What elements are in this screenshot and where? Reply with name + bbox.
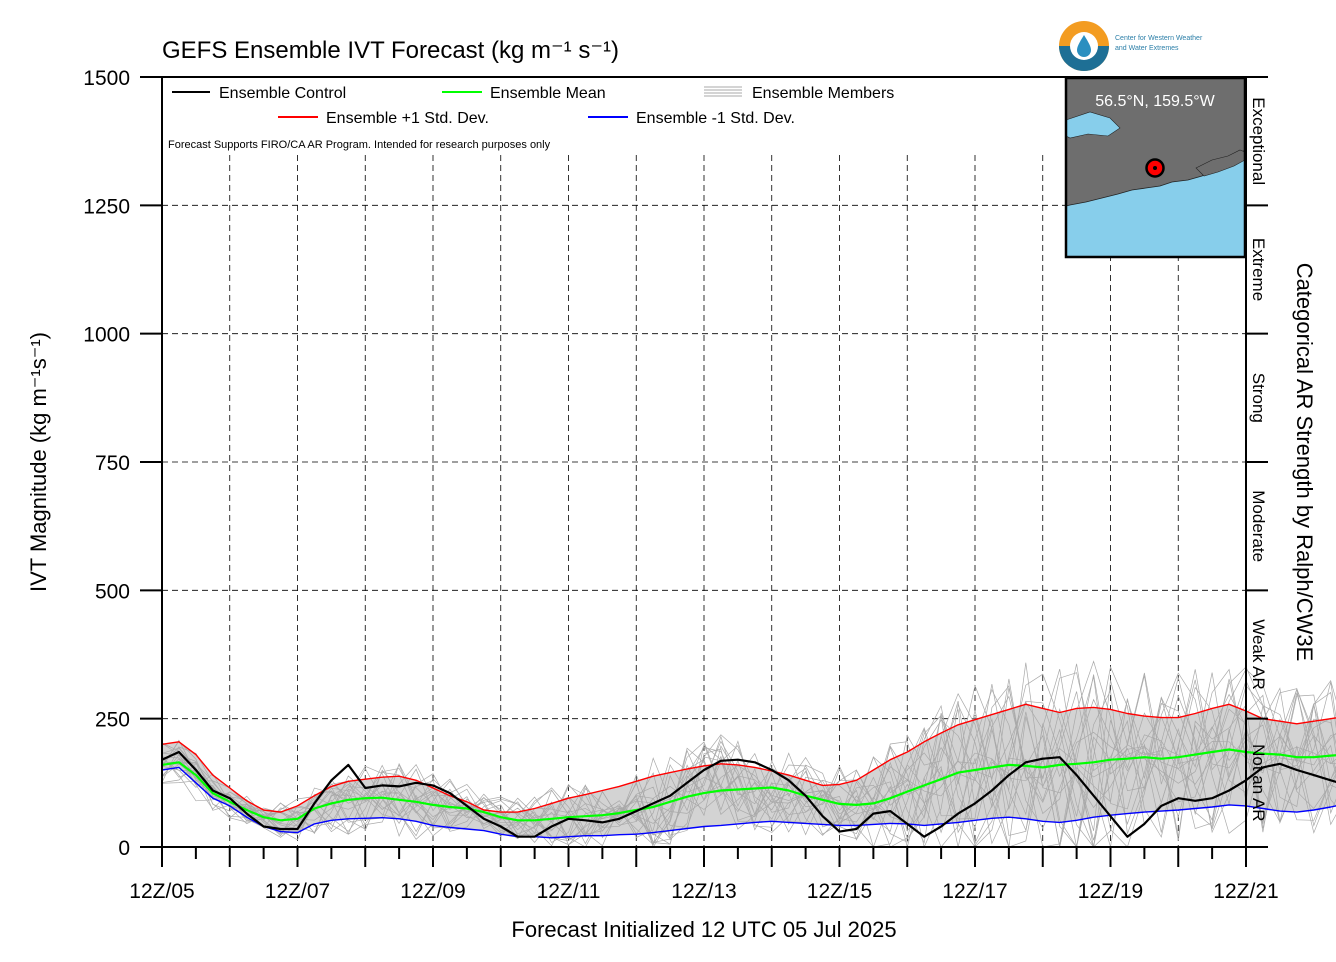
member-line [161, 662, 1336, 849]
member-line [161, 674, 1336, 848]
y-tick-label: 1250 [83, 195, 130, 218]
grid-lines [162, 155, 1246, 847]
ar-categories: Not an AR Weak AR Moderate Strong Extreme Exc… [1246, 76, 1268, 848]
category-label: Moderate [1249, 490, 1268, 562]
member-line [161, 669, 1336, 846]
legend-minus-label: Ensemble -1 Std. Dev. [636, 110, 795, 127]
member-line [161, 672, 1336, 849]
ensemble-mean-line [161, 748, 1336, 822]
x-tick-label: 12Z/15 [807, 880, 872, 903]
logo-line-1: Center for Western Weather [1115, 35, 1203, 42]
x-axis-label: Forecast Initialized 12 UTC 05 Jul 2025 [511, 917, 896, 942]
x-tick-label: 12Z/19 [1078, 880, 1143, 903]
y-axis-ticks: 0 250 500 750 1000 1250 1500 [83, 67, 162, 860]
cw3e-logo: Center for Western Weather and Water Ext… [1059, 21, 1203, 71]
x-tick-label: 12Z/11 [537, 880, 601, 903]
x-tick-label: 12Z/09 [400, 880, 465, 903]
legend-control-label: Ensemble Control [219, 85, 346, 102]
member-line [161, 668, 1336, 848]
legend-members-swatch [704, 86, 742, 97]
y-tick-label: 1000 [83, 324, 130, 347]
legend: Ensemble Control Ensemble Mean Ensemble … [168, 85, 894, 151]
research-note: Forecast Supports FIRO/CA AR Program. In… [168, 139, 551, 151]
category-label: Not an AR [1249, 744, 1268, 822]
y-tick-label: 500 [95, 580, 130, 603]
member-line [161, 679, 1336, 848]
legend-mean-label: Ensemble Mean [490, 85, 606, 102]
series-lines [161, 703, 1336, 839]
plus-std-line [161, 703, 1336, 813]
x-tick-label: 12Z/17 [942, 880, 1007, 903]
x-axis-ticks: 12Z/05 12Z/07 12Z/09 12Z/11 12Z/13 12Z/15 12Z/… [129, 847, 1279, 903]
member-line [161, 672, 1336, 848]
x-tick-label: 12Z/05 [129, 880, 194, 903]
y-tick-label: 0 [118, 837, 130, 860]
drop-icon [1077, 35, 1091, 57]
map-coordinate-label: 56.5°N, 159.5°W [1095, 93, 1215, 110]
member-line [161, 672, 1336, 848]
category-label: Exceptional [1249, 97, 1268, 185]
y-axis-label: IVT Magnitude (kg m⁻¹s⁻¹) [26, 332, 51, 592]
category-label: Strong [1249, 373, 1268, 423]
ensemble-control-line [161, 750, 1336, 838]
x-tick-label: 12Z/21 [1213, 880, 1278, 903]
map-bay [1065, 111, 1121, 139]
member-line [161, 708, 1336, 848]
y-tick-label: 750 [95, 452, 130, 475]
chart-title: GEFS Ensemble IVT Forecast (kg m⁻¹ s⁻¹) [162, 37, 619, 64]
x-tick-label: 12Z/13 [671, 880, 736, 903]
minus-std-line [161, 766, 1336, 839]
legend-plus-label: Ensemble +1 Std. Dev. [326, 110, 489, 127]
map-frame [1064, 76, 1247, 259]
category-label: Weak AR [1249, 619, 1268, 690]
x-tick-label: 12Z/07 [265, 880, 330, 903]
member-line [161, 660, 1336, 847]
location-map-inset: 56.5°N, 159.5°W [1064, 76, 1247, 259]
y-tick-label: 250 [95, 709, 130, 732]
category-axis-label: Categorical AR Strength by Ralph/CW3E [1292, 263, 1317, 662]
logo-line-2: and Water Extremes [1115, 45, 1179, 52]
category-label: Extreme [1249, 238, 1268, 301]
location-marker-center [1153, 166, 1157, 170]
y-tick-label: 1500 [83, 67, 130, 90]
legend-members-label: Ensemble Members [752, 85, 894, 102]
